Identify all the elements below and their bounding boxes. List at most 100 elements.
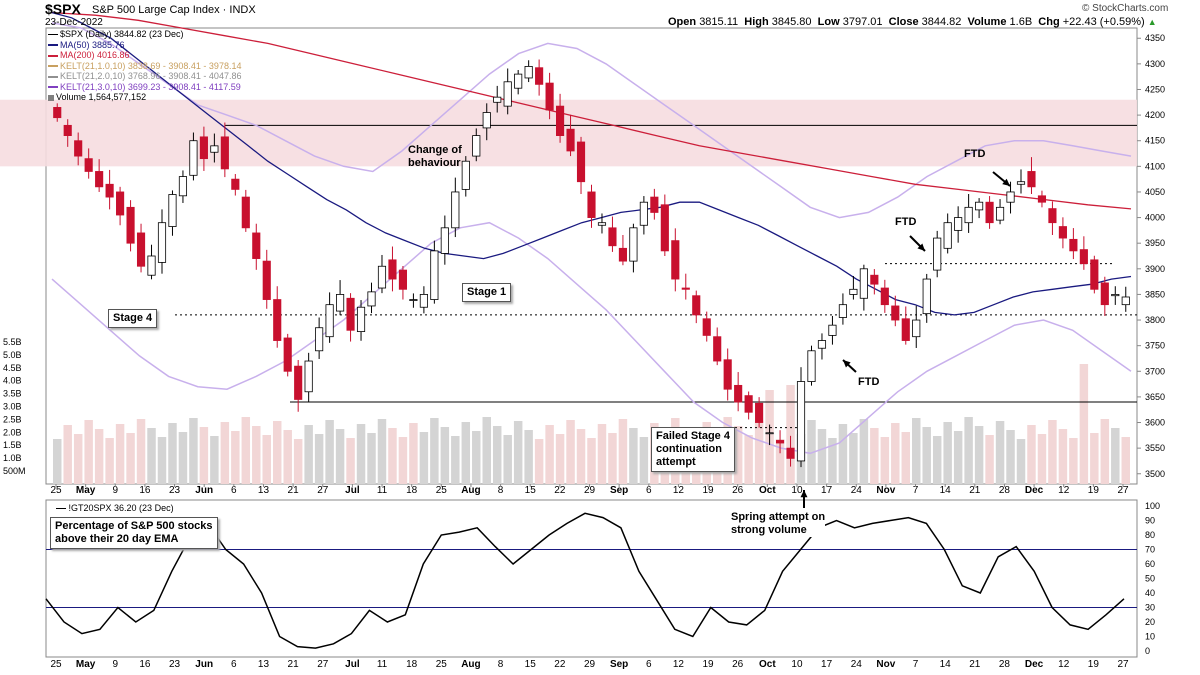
candle-body [105, 183, 114, 198]
x-tick-label: Nov [876, 659, 895, 670]
x-tick-label: 16 [139, 659, 151, 670]
x-tick-label: 27 [1117, 659, 1129, 670]
volume-bar [1100, 419, 1110, 484]
candle-body [995, 206, 1005, 221]
candle-body [189, 140, 198, 176]
candle-body [346, 297, 355, 331]
volume-bar [314, 434, 324, 484]
legend-item: $SPX (Daily) 3844.82 (23 Dec) [48, 29, 241, 40]
volume-tick-label: 1.5B [3, 440, 22, 450]
candle-body [597, 222, 607, 226]
x-tick-label: Jul [345, 485, 360, 496]
candle-body [493, 96, 502, 103]
volume-bar [147, 428, 156, 484]
candle-body [147, 255, 156, 276]
watermark: © StockCharts.com [1082, 3, 1169, 14]
x-tick-label: 7 [913, 485, 919, 496]
volume-bar [1016, 439, 1026, 484]
candle-body [398, 269, 408, 290]
x-tick-label: 15 [525, 659, 537, 670]
x-tick-label: 13 [258, 485, 270, 496]
candle-body [74, 140, 83, 157]
volume-bar [388, 428, 397, 484]
x-tick-label: 23 [169, 485, 181, 496]
volume-bar [168, 423, 177, 484]
volume-bar [482, 417, 491, 484]
volume-bar [859, 419, 869, 484]
candle-body [985, 201, 994, 224]
x-tick-label: 21 [288, 485, 300, 496]
candle-body [775, 440, 785, 444]
candle-body [325, 304, 334, 338]
x-tick-label: 28 [999, 485, 1011, 496]
y-tick-label: 3800 [1145, 315, 1165, 325]
x-tick-label: Dec [1025, 485, 1044, 496]
volume-bar [1090, 433, 1099, 484]
x-tick-label: 18 [406, 485, 418, 496]
candle-body [880, 287, 889, 306]
candle-body [608, 227, 617, 247]
volume-bar [377, 419, 387, 484]
x-tick-label: Oct [759, 659, 776, 670]
x-tick-label: 12 [673, 485, 685, 496]
candle-body [220, 136, 229, 170]
candle-body [587, 191, 596, 218]
x-tick-label: 25 [436, 485, 448, 496]
candle-body [252, 232, 261, 259]
x-tick-label: 19 [702, 485, 714, 496]
candle-body [828, 324, 837, 336]
candle-body [430, 250, 439, 300]
volume-bar [786, 385, 795, 484]
volume-bar [807, 420, 816, 484]
x-tick-label: 12 [673, 659, 685, 670]
x-tick-label: Aug [461, 485, 480, 496]
x-tick-label: 22 [554, 659, 566, 670]
volume-bar [210, 436, 219, 484]
volume-tick-label: 5.5B [3, 337, 22, 347]
candle-body [755, 402, 764, 423]
lower-y-tick-label: 80 [1145, 530, 1155, 540]
volume-bar [105, 438, 114, 484]
candle-body [566, 128, 575, 152]
candle-body [849, 288, 858, 295]
candle-body [713, 336, 722, 362]
x-tick-label: 12 [1058, 659, 1070, 670]
volume-bar [597, 424, 607, 484]
candle-body [556, 105, 565, 136]
candle-body [231, 178, 240, 190]
x-tick-label: 10 [791, 485, 803, 496]
legend-item: KELT(21,2.0,10) 3768.96 - 3908.41 - 4047… [48, 71, 241, 82]
candle-body [912, 319, 921, 338]
candle-body [618, 247, 627, 262]
lower-y-tick-label: 0 [1145, 646, 1150, 656]
x-tick-label: 19 [1088, 659, 1100, 670]
volume-bar [629, 428, 638, 484]
candle-body [482, 112, 491, 129]
candle-body [95, 171, 104, 188]
volume-tick-label: 3.0B [3, 402, 22, 412]
candle-body [545, 82, 554, 111]
candle-body [817, 340, 827, 349]
lower-y-tick-label: 10 [1145, 632, 1155, 642]
candle-body [199, 136, 208, 160]
candle-body [922, 278, 931, 315]
candle-body [409, 299, 418, 301]
x-tick-label: 7 [913, 659, 919, 670]
volume-bar [1048, 420, 1057, 484]
keltner-lower-band [51, 221, 1132, 455]
volume-bar [513, 421, 523, 484]
y-tick-label: 4050 [1145, 187, 1165, 197]
chart-date: 23-Dec-2022 [45, 17, 103, 28]
x-tick-label: 15 [525, 485, 537, 496]
x-tick-label: Jul [345, 659, 360, 670]
x-tick-label: 21 [288, 659, 300, 670]
x-tick-label: 11 [377, 485, 388, 496]
volume-bar [891, 423, 900, 484]
volume-bar [953, 431, 963, 484]
x-tick-label: 27 [317, 485, 329, 496]
volume-bar [157, 437, 167, 484]
x-tick-label: 24 [851, 659, 863, 670]
volume-tick-label: 4.0B [3, 376, 22, 386]
y-tick-label: 3600 [1145, 418, 1165, 428]
volume-bar [419, 432, 429, 484]
